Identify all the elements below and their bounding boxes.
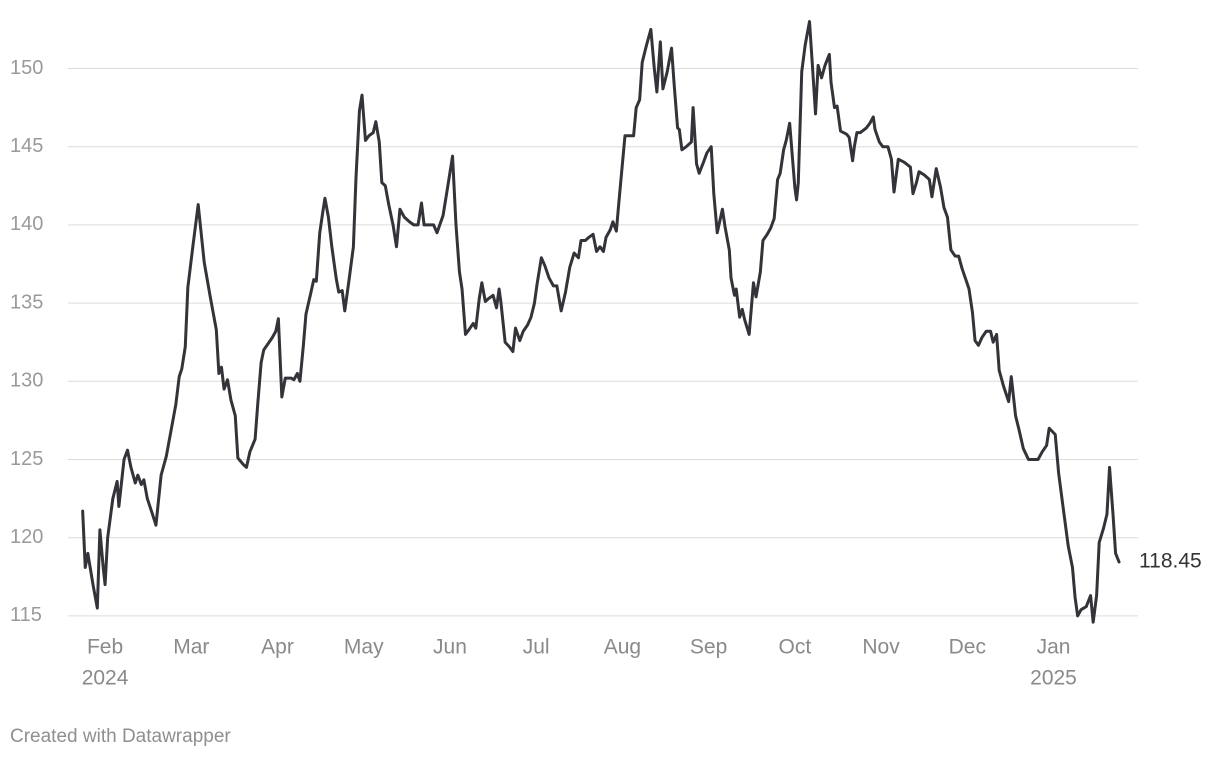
y-tick-label: 145 (10, 135, 43, 157)
y-tick-label: 130 (10, 370, 43, 392)
y-tick-label: 150 (10, 57, 43, 79)
y-tick-label: 120 (10, 526, 43, 548)
x-tick-label: May (344, 636, 384, 659)
y-tick-label: 125 (10, 448, 43, 470)
price-line (81, 20, 1121, 624)
x-tick-label: Mar (173, 636, 209, 659)
x-tick-label: Sep (690, 636, 727, 659)
y-tick-label: 140 (10, 213, 43, 235)
x-tick-label: Jul (523, 636, 550, 659)
plot: 118.45 (81, 20, 1202, 624)
x-tick-label: Jan (1037, 636, 1071, 659)
x-tick-label: Nov (862, 636, 900, 659)
x-year-label: 2024 (82, 667, 129, 690)
y-tick-label: 135 (10, 291, 43, 313)
credit: Created with Datawrapper (10, 726, 231, 747)
x-year-label: 2025 (1030, 667, 1077, 690)
end-value-label: 118.45 (1139, 550, 1202, 573)
grid: 115 120 125 130 135 140 145 150 Feb Mar Apr May Jun J… (10, 57, 1138, 690)
x-tick-label: Aug (604, 636, 641, 659)
x-tick-label: Apr (261, 636, 294, 659)
x-tick-label: Jun (433, 636, 467, 659)
x-tick-label: Oct (779, 636, 812, 659)
x-tick-label: Dec (949, 636, 986, 659)
x-tick-label: Feb (87, 636, 123, 659)
y-tick-label: 115 (10, 604, 42, 626)
